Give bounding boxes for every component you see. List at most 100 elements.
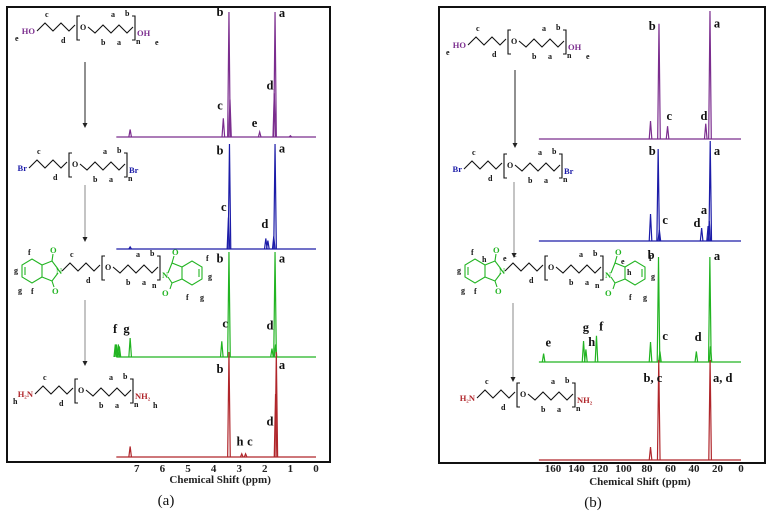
peak-label: a	[279, 358, 286, 372]
peak	[221, 118, 226, 138]
peak-label: a, d	[713, 371, 733, 385]
atom-label: a	[103, 147, 107, 156]
atom-label: d	[501, 403, 506, 412]
bracket-right	[600, 255, 604, 281]
carbonyl-oxygen: O	[605, 288, 612, 298]
peak-label: h	[236, 434, 243, 448]
bracket-left	[68, 152, 72, 178]
ring-label: f	[28, 248, 31, 257]
atom-label: a	[579, 250, 583, 259]
peak	[273, 143, 277, 250]
x-tick-label: 7	[134, 463, 140, 475]
peak	[594, 335, 599, 363]
repeat-chain	[112, 264, 159, 274]
atom-label: b	[150, 249, 155, 258]
peak-label: c	[221, 200, 227, 214]
atom-label: a	[538, 148, 542, 157]
peak	[227, 11, 231, 138]
x-tick-label: 6	[160, 463, 166, 475]
ether-oxygen: O	[507, 161, 513, 170]
end-group-left: H₂N	[18, 389, 34, 399]
peak-label: b	[649, 19, 656, 33]
peak	[117, 346, 122, 358]
bracket-right	[559, 153, 563, 179]
ring-label: f	[31, 287, 34, 296]
ring-label: f	[474, 287, 477, 296]
atom-label: a	[111, 10, 115, 19]
peak-label: b	[217, 252, 224, 266]
peak	[658, 351, 662, 363]
atom-label: b	[126, 278, 131, 287]
repeat-chain	[79, 161, 126, 171]
atom-label: b	[532, 52, 537, 61]
x-tick-label: 5	[185, 463, 191, 475]
end-group-left: Br	[18, 163, 28, 173]
carbonyl-bond	[169, 282, 173, 290]
atom-label: a	[542, 24, 546, 33]
panel-b-frame	[438, 6, 766, 464]
peak	[273, 11, 277, 138]
ring-label: f	[186, 293, 189, 302]
ether-oxygen: O	[548, 263, 554, 272]
peak	[219, 341, 224, 358]
carbonyl-oxygen: O	[495, 286, 502, 296]
bracket-right	[572, 382, 576, 408]
peak-label: g	[123, 322, 130, 336]
x-tick-label: 20	[712, 463, 724, 475]
peak-label: c	[222, 317, 228, 331]
end-label: h	[153, 401, 158, 410]
atom-label: c	[70, 250, 74, 259]
peak	[656, 148, 661, 242]
spectrum: b a c e d	[116, 5, 316, 138]
x-tick-label: 0	[313, 463, 319, 475]
imide-n-left: N	[56, 266, 63, 276]
peak-label: d	[266, 319, 273, 333]
end-label: e	[586, 52, 590, 61]
end-group-left: HO	[453, 40, 467, 50]
atom-label: b	[565, 376, 570, 385]
repeat-n: n	[576, 404, 581, 413]
atom-label: b	[593, 249, 598, 258]
bracket-right	[157, 255, 161, 281]
atom-label: b	[541, 405, 546, 414]
atom-label: a	[109, 373, 113, 382]
peak-label: d	[693, 216, 700, 230]
bracket-right	[563, 29, 567, 55]
repeat-chain	[87, 24, 134, 34]
repeat-n: n	[136, 37, 141, 46]
peak	[265, 240, 270, 250]
end-group-left: HO	[22, 26, 36, 36]
peak	[113, 344, 118, 358]
peak-label: b	[217, 144, 224, 158]
peak	[694, 351, 699, 363]
peak-label: c	[247, 434, 253, 448]
x-tick-label: 1	[288, 463, 294, 475]
atom-label: d	[492, 50, 497, 59]
atom-label: a	[585, 278, 589, 287]
ether-oxygen: O	[511, 37, 517, 46]
atom-label: a	[109, 175, 113, 184]
atom-label: d	[86, 276, 91, 285]
arrow-head-icon	[511, 253, 517, 258]
carbonyl-bond	[494, 280, 498, 288]
peak-label: c	[662, 213, 668, 227]
peak-label: b	[217, 5, 224, 19]
imide-ring-right	[610, 262, 626, 284]
atom-label: c	[43, 373, 47, 382]
ether-oxygen: O	[520, 390, 526, 399]
atom-label: d	[61, 36, 66, 45]
peak	[648, 213, 653, 242]
x-tick-label: 60	[665, 463, 677, 475]
atom-label: b	[93, 175, 98, 184]
carbonyl-oxygen: O	[52, 286, 59, 296]
end-label: e	[15, 34, 19, 43]
bracket-left	[503, 153, 507, 179]
alkyl-chain	[28, 159, 68, 169]
carbonyl-bond	[51, 280, 55, 288]
atom-label: d	[53, 173, 58, 182]
arrow-head-icon	[82, 361, 88, 366]
bracket-left	[76, 15, 80, 41]
